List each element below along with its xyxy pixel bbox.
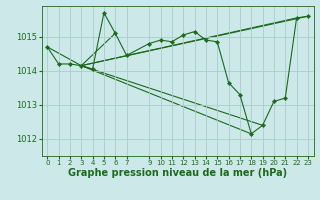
X-axis label: Graphe pression niveau de la mer (hPa): Graphe pression niveau de la mer (hPa) (68, 168, 287, 178)
